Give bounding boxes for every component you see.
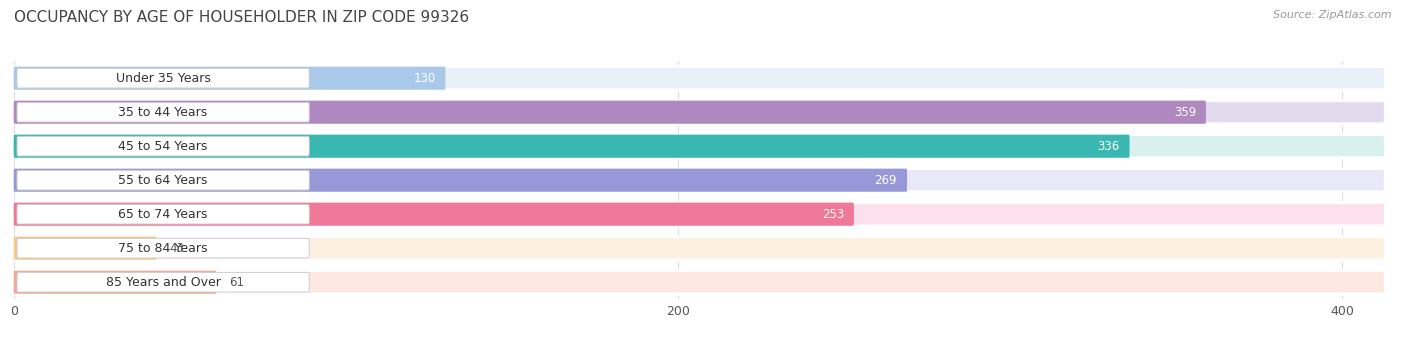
FancyBboxPatch shape	[14, 237, 156, 260]
FancyBboxPatch shape	[14, 271, 1385, 294]
Text: Source: ZipAtlas.com: Source: ZipAtlas.com	[1274, 10, 1392, 20]
FancyBboxPatch shape	[17, 170, 309, 190]
Text: 75 to 84 Years: 75 to 84 Years	[118, 242, 208, 255]
FancyBboxPatch shape	[17, 272, 309, 292]
FancyBboxPatch shape	[17, 68, 309, 88]
Text: 85 Years and Over: 85 Years and Over	[105, 276, 221, 289]
FancyBboxPatch shape	[14, 169, 1385, 192]
FancyBboxPatch shape	[17, 238, 309, 258]
Text: 269: 269	[875, 174, 897, 187]
Text: OCCUPANCY BY AGE OF HOUSEHOLDER IN ZIP CODE 99326: OCCUPANCY BY AGE OF HOUSEHOLDER IN ZIP C…	[14, 10, 470, 25]
FancyBboxPatch shape	[14, 67, 1385, 90]
FancyBboxPatch shape	[17, 204, 309, 224]
FancyBboxPatch shape	[17, 102, 309, 122]
FancyBboxPatch shape	[14, 101, 1385, 124]
FancyBboxPatch shape	[14, 67, 446, 90]
FancyBboxPatch shape	[14, 271, 217, 294]
Text: 45 to 54 Years: 45 to 54 Years	[118, 140, 208, 153]
FancyBboxPatch shape	[14, 203, 853, 226]
Text: 43: 43	[170, 242, 184, 255]
Text: 55 to 64 Years: 55 to 64 Years	[118, 174, 208, 187]
Text: 130: 130	[413, 72, 436, 85]
FancyBboxPatch shape	[14, 101, 1206, 124]
Text: 359: 359	[1174, 106, 1197, 119]
FancyBboxPatch shape	[14, 169, 907, 192]
Text: 336: 336	[1097, 140, 1119, 153]
FancyBboxPatch shape	[14, 135, 1129, 158]
Text: 65 to 74 Years: 65 to 74 Years	[118, 208, 208, 221]
Text: 253: 253	[821, 208, 844, 221]
FancyBboxPatch shape	[17, 136, 309, 156]
FancyBboxPatch shape	[14, 237, 1385, 260]
FancyBboxPatch shape	[14, 135, 1385, 158]
FancyBboxPatch shape	[14, 203, 1385, 226]
Text: 61: 61	[229, 276, 245, 289]
Text: Under 35 Years: Under 35 Years	[115, 72, 211, 85]
Text: 35 to 44 Years: 35 to 44 Years	[118, 106, 208, 119]
